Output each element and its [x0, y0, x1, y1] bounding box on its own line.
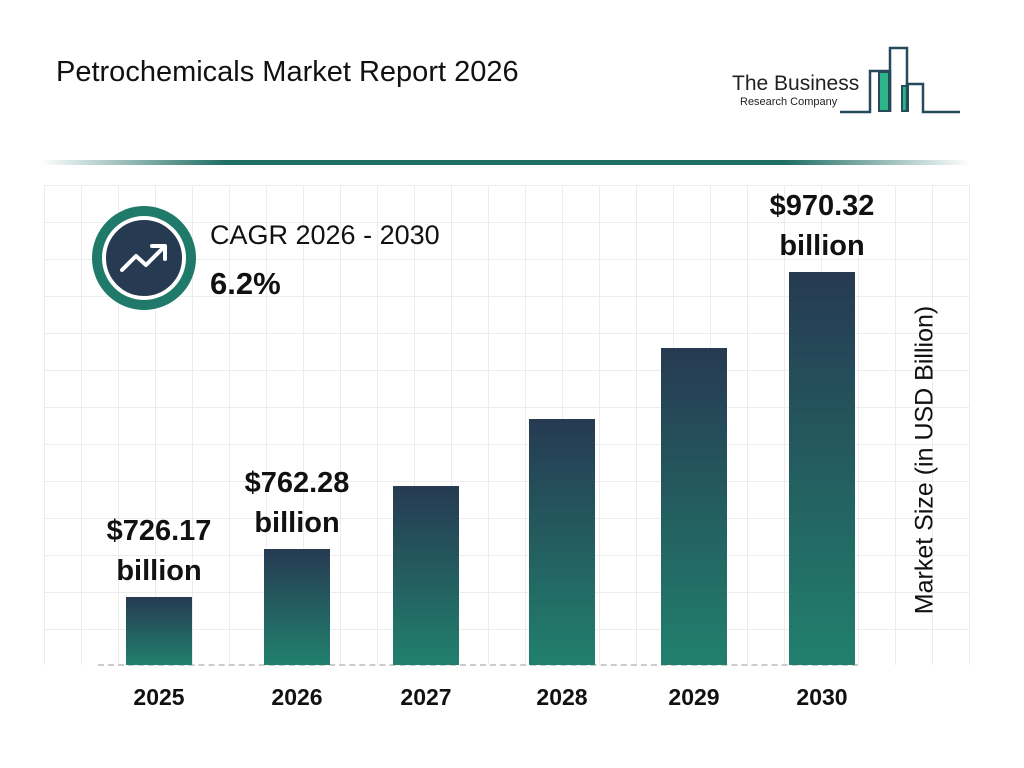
x-tick-label: 2030 — [796, 684, 848, 710]
data-label-unit: billion — [116, 554, 202, 587]
x-tick-label: 2027 — [400, 684, 452, 710]
data-label: $726.17 billion — [79, 511, 239, 591]
data-label-unit: billion — [779, 229, 865, 262]
bar-2028 — [529, 419, 595, 665]
data-label-value: $726.17 — [106, 514, 212, 547]
page-title: Petrochemicals Market Report 2026 — [56, 56, 519, 88]
company-logo: The Business Research Company — [730, 44, 970, 116]
logo-buildings-icon — [840, 46, 960, 114]
cagr-label: CAGR 2026 - 2030 — [210, 220, 440, 250]
data-label-unit: billion — [254, 506, 340, 539]
cagr-badge — [92, 206, 196, 310]
y-axis-label: Market Size (in USD Billion) — [910, 305, 939, 615]
header-divider — [40, 160, 970, 165]
logo-line1: The Business — [732, 72, 860, 95]
bar-2029 — [661, 348, 727, 665]
x-tick-label: 2025 — [133, 684, 185, 710]
chart-baseline — [98, 664, 858, 666]
data-label: $762.28 billion — [217, 463, 377, 543]
trend-up-arrow-icon — [120, 244, 167, 272]
bar-2026 — [264, 548, 330, 665]
bar-2030 — [789, 271, 855, 665]
data-label-value: $970.32 — [769, 189, 875, 222]
x-tick-label: 2029 — [668, 684, 720, 710]
data-label-value: $762.28 — [244, 466, 350, 499]
logo-line2: Research Company — [740, 96, 838, 108]
bar-2027 — [393, 485, 459, 665]
cagr-value: 6.2% — [210, 266, 281, 301]
x-tick-label: 2028 — [536, 684, 588, 710]
bar-2025 — [126, 596, 192, 665]
x-tick-label: 2026 — [271, 684, 323, 710]
data-label: $970.32 billion — [742, 186, 902, 266]
